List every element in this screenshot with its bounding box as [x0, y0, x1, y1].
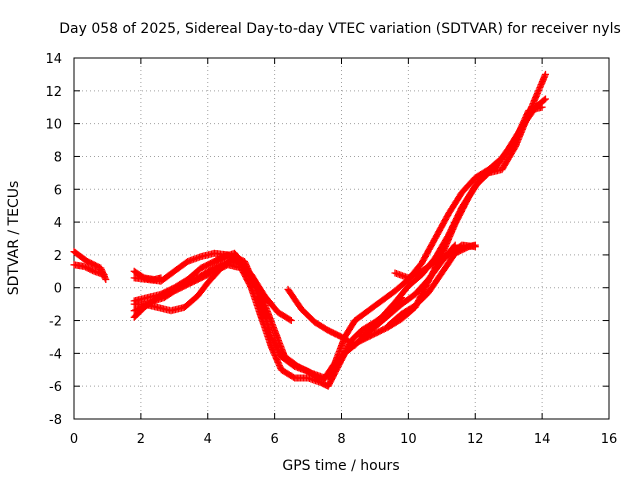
- data-point: [101, 274, 109, 282]
- x-tick-label: 12: [467, 432, 484, 447]
- y-tick-label: 8: [54, 150, 62, 165]
- x-tick-label: 14: [534, 432, 551, 447]
- y-axis-title: SDTVAR / TECUs: [6, 181, 22, 296]
- data-point: [286, 316, 294, 324]
- data-point: [236, 256, 244, 264]
- data-point: [237, 258, 245, 265]
- data-point: [471, 243, 479, 251]
- data-point: [542, 70, 549, 78]
- data-point: [267, 300, 275, 308]
- gridlines: [74, 58, 609, 419]
- data-point: [287, 317, 295, 324]
- data-point: [541, 72, 549, 80]
- y-tick-label: 6: [54, 183, 62, 198]
- chart-title: Day 058 of 2025, Sidereal Day-to-day VTE…: [59, 21, 621, 37]
- data-point: [157, 274, 165, 282]
- x-tick-label: 2: [137, 432, 145, 447]
- series-trace-6: [130, 103, 546, 382]
- y-tick-label: 4: [54, 216, 62, 231]
- y-tick-label: -8: [49, 413, 62, 428]
- x-tick-label: 4: [204, 432, 212, 447]
- series-trace-10: [284, 70, 549, 349]
- y-tick-label: 14: [45, 52, 62, 67]
- data-point: [540, 96, 548, 104]
- y-tick-label: -4: [49, 347, 62, 362]
- data-point: [266, 299, 274, 307]
- x-axis-title: GPS time / hours: [282, 458, 399, 474]
- y-tick-label: 0: [54, 282, 62, 297]
- y-tick-label: 12: [45, 85, 62, 100]
- data-point: [542, 95, 549, 103]
- series-trace-8: [130, 267, 165, 283]
- x-tick-label: 8: [337, 432, 345, 447]
- data-point: [102, 276, 110, 283]
- data-series: [70, 70, 549, 390]
- data-point: [100, 271, 108, 279]
- x-tick-label: 6: [270, 432, 278, 447]
- axis-ticks: 0 2 4 6 8 10 12 14 16 -8 -6 -4 -2 0 2 4 6 8 10 12 14: [45, 52, 617, 447]
- y-tick-label: -6: [49, 380, 62, 395]
- x-tick-label: 16: [601, 432, 618, 447]
- y-tick-label: -2: [49, 315, 62, 330]
- data-point: [538, 103, 546, 111]
- x-tick-label: 0: [70, 432, 78, 447]
- x-tick-label: 10: [400, 432, 417, 447]
- series-trace-9: [210, 249, 245, 265]
- y-tick-label: 2: [54, 249, 62, 264]
- y-tick-label: 10: [45, 118, 62, 133]
- series-trace-2: [70, 261, 108, 279]
- series-trace-13: [391, 241, 479, 282]
